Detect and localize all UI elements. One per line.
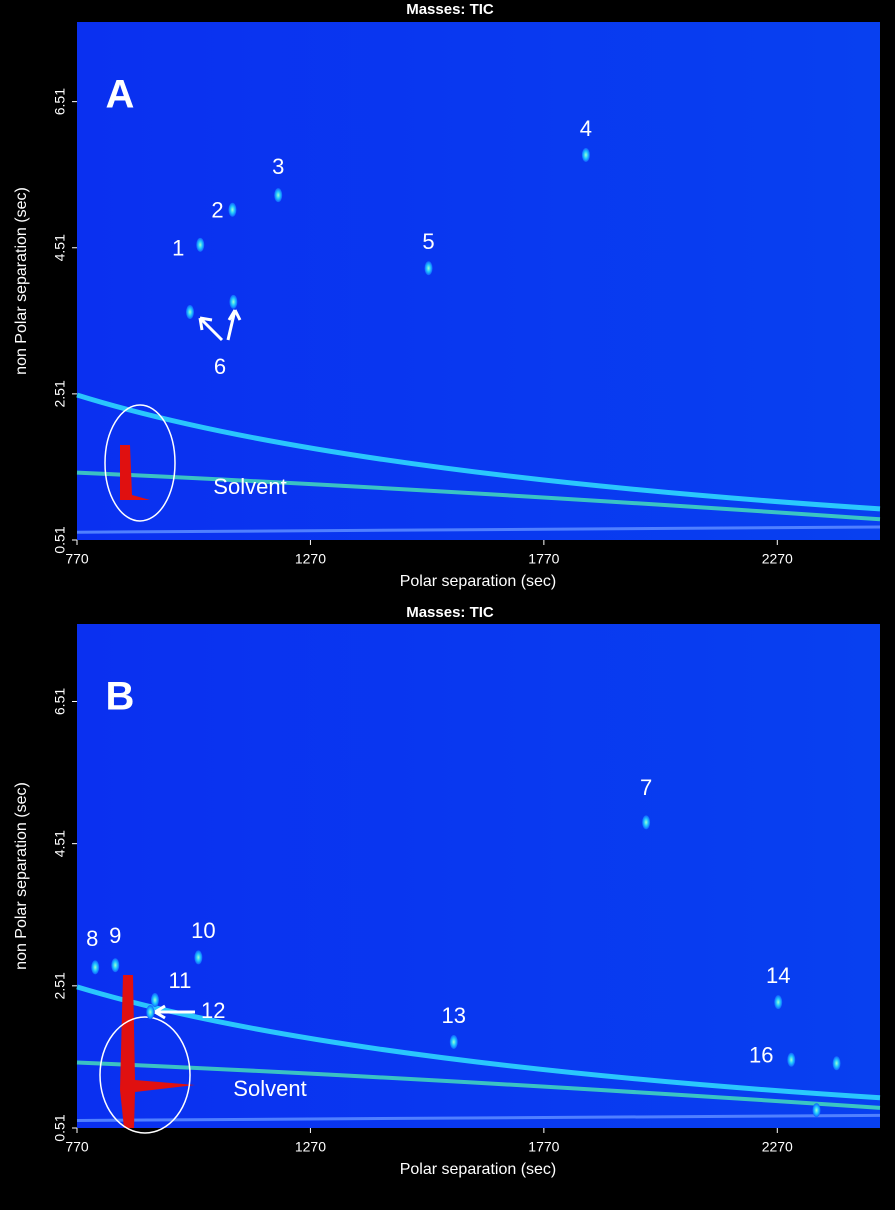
peak (146, 1005, 155, 1020)
peak (642, 815, 651, 830)
y-axis-label: non Polar separation (sec) (13, 187, 30, 375)
y-tick-label: 0.51 (52, 1114, 68, 1141)
chart-title: Masses: TIC (406, 1, 494, 18)
x-tick-label: 1270 (295, 1139, 326, 1155)
x-tick-label: 770 (65, 551, 89, 567)
peak-label: 9 (109, 923, 121, 948)
peak (196, 237, 205, 252)
peak-label: 7 (640, 775, 652, 800)
peak-label: 14 (766, 963, 790, 988)
y-tick-label: 2.51 (52, 972, 68, 999)
x-tick-label: 2270 (762, 551, 793, 567)
arrow (154, 1004, 195, 1020)
peak (150, 993, 159, 1008)
peak-label: 13 (442, 1003, 466, 1028)
x-tick-label: 1770 (528, 551, 559, 567)
baseline-streak (76, 1113, 881, 1122)
solvent-peak (120, 975, 195, 1128)
x-tick-label: 1270 (295, 551, 326, 567)
annotation: Solvent (213, 474, 286, 499)
solvent-streak (76, 392, 881, 512)
annotation: Solvent (233, 1076, 306, 1101)
plot-area (77, 22, 880, 540)
peak-label: 2 (211, 198, 223, 223)
peak-label: 1 (172, 236, 184, 261)
solvent-streak (76, 1060, 881, 1110)
solvent-streak (76, 984, 881, 1101)
peak (185, 305, 194, 320)
solvent-peak (120, 445, 150, 500)
y-axis-label: non Polar separation (sec) (13, 782, 30, 970)
arrow (198, 316, 224, 342)
peak (774, 995, 783, 1010)
peak-label: 5 (422, 229, 434, 254)
y-tick-label: 6.51 (52, 688, 68, 715)
baseline-streak (76, 525, 881, 534)
y-tick-label: 6.51 (52, 88, 68, 115)
peak-label: 16 (749, 1043, 773, 1068)
chart-title: Masses: TIC (406, 604, 494, 621)
arrow (226, 309, 242, 341)
y-tick-label: 2.51 (52, 380, 68, 407)
peak (787, 1052, 796, 1067)
x-tick-label: 770 (65, 1139, 89, 1155)
plot-area (77, 624, 880, 1128)
x-axis-label: Polar separation (sec) (400, 573, 557, 590)
solvent-streak (76, 470, 881, 522)
peak (111, 958, 120, 973)
peak (581, 147, 590, 162)
x-tick-label: 2270 (762, 1139, 793, 1155)
peak (424, 261, 433, 276)
peak (832, 1056, 841, 1071)
x-axis-label: Polar separation (sec) (400, 1161, 557, 1178)
y-tick-label: 4.51 (52, 234, 68, 261)
peak-label: 10 (191, 918, 215, 943)
peak-label: 8 (86, 926, 98, 951)
peak (229, 294, 238, 309)
peak (449, 1034, 458, 1049)
peak (91, 960, 100, 975)
y-tick-label: 4.51 (52, 830, 68, 857)
panel-label: B (106, 675, 135, 719)
peak-label: 4 (580, 116, 592, 141)
x-tick-label: 1770 (528, 1139, 559, 1155)
peak-label: 6 (214, 354, 226, 379)
peak-label: 3 (272, 154, 284, 179)
solvent-circle (104, 404, 176, 522)
peak (274, 188, 283, 203)
peak-label: 11 (169, 968, 192, 993)
solvent-circle (99, 1016, 191, 1134)
peak (194, 950, 203, 965)
peak (812, 1103, 821, 1118)
panel-label: A (106, 73, 135, 117)
y-tick-label: 0.51 (52, 526, 68, 553)
peak-label: 12 (201, 998, 225, 1023)
peak (228, 202, 237, 217)
